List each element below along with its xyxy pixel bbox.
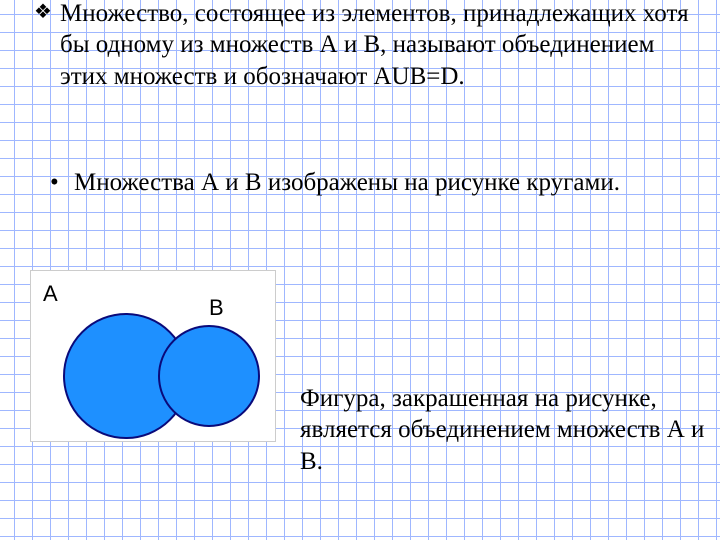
venn-figure: A В [30,270,276,442]
subpoint-paragraph: • Множества А и В изображены на рисунке … [50,167,690,198]
subpoint-text: Множества А и В изображены на рисунке кр… [74,167,690,198]
set-label-b: В [209,295,224,321]
diamond-bullet-icon: ❖ [34,0,52,25]
dot-bullet-icon: • [50,167,59,198]
slide: ❖ Множество, состоящее из элементов, при… [0,0,720,540]
figure-caption: Фигура, закрашенная на рисунке, является… [300,383,710,477]
set-label-a: A [43,281,58,307]
venn-svg [31,271,275,441]
venn-circle-b [159,326,259,426]
definition-text: Множество, состоящее из элементов, прина… [60,0,694,92]
definition-paragraph: ❖ Множество, состоящее из элементов, при… [34,0,694,92]
